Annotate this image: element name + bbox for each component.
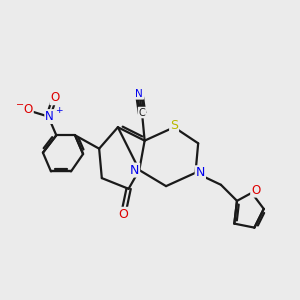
Text: +: + xyxy=(55,106,62,115)
Text: O: O xyxy=(50,91,60,104)
Text: N: N xyxy=(135,89,143,99)
Text: O: O xyxy=(251,184,260,197)
Text: C: C xyxy=(139,107,145,118)
Text: N: N xyxy=(45,110,54,123)
Text: N: N xyxy=(130,164,139,177)
Text: O: O xyxy=(24,103,33,116)
Text: S: S xyxy=(170,118,178,132)
Text: O: O xyxy=(118,208,128,221)
Text: −: − xyxy=(16,100,24,110)
Text: N: N xyxy=(196,166,205,179)
